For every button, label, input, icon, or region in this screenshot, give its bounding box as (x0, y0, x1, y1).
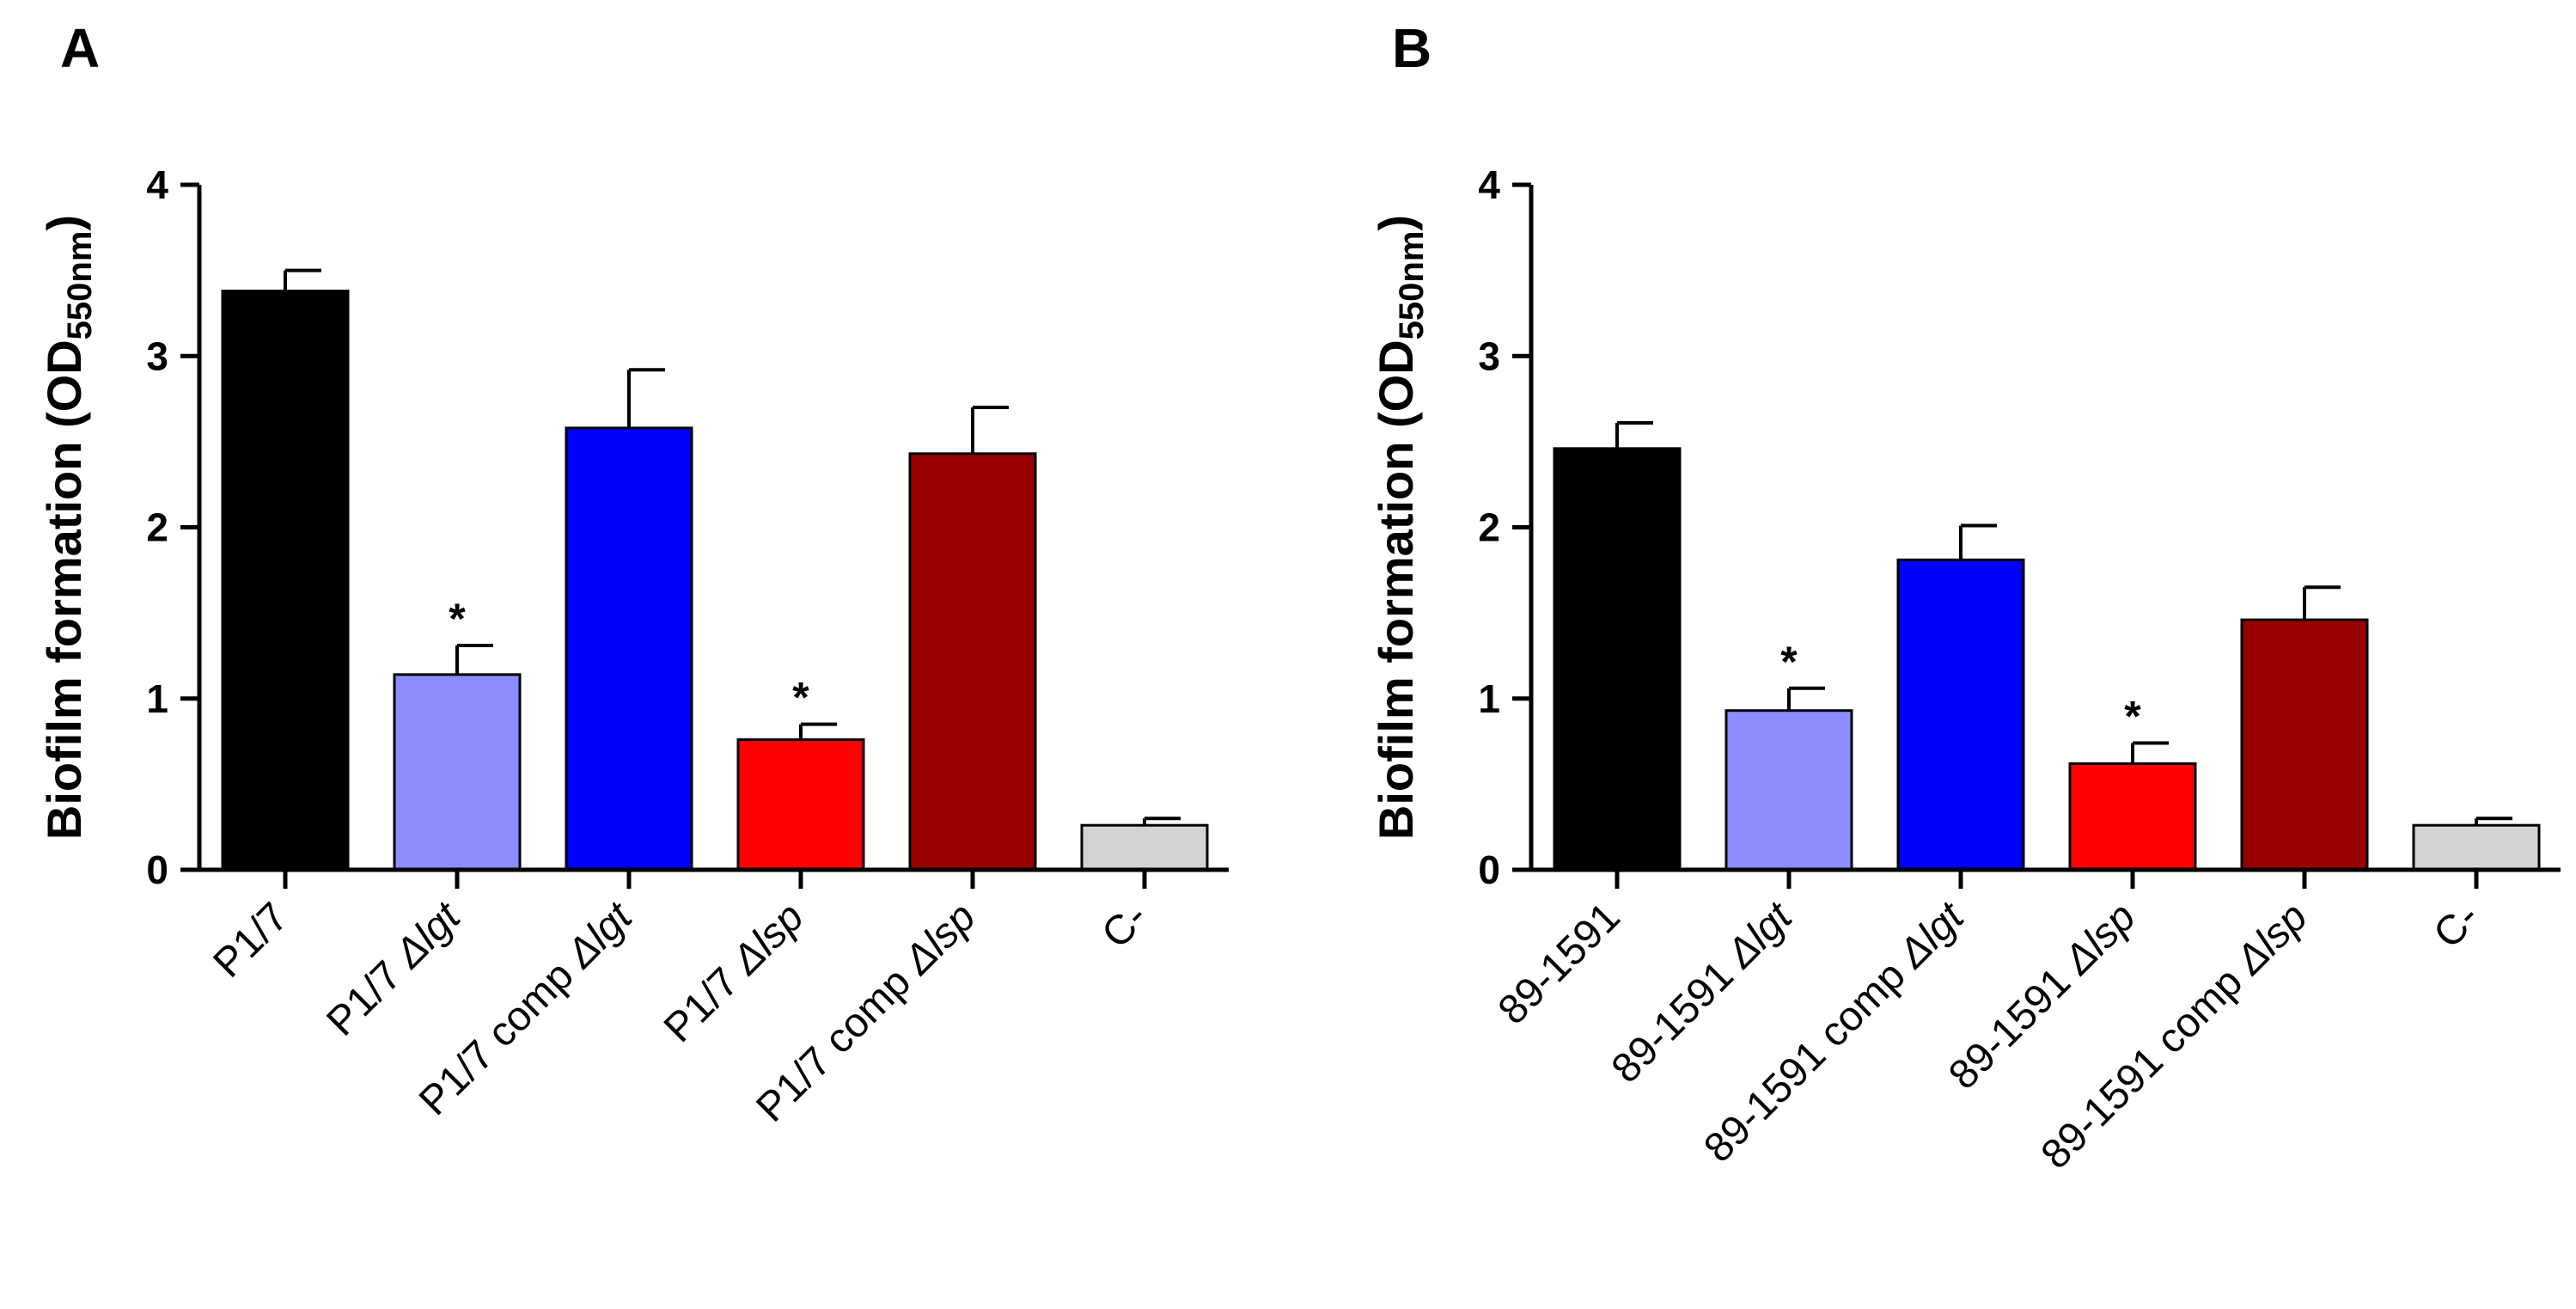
x-tick-label: P1/7 Δlgt (318, 893, 470, 1045)
y-axis-title-end: ) (1369, 215, 1423, 231)
panel-label: A (60, 17, 100, 79)
y-tick-label: 4 (146, 162, 168, 207)
y-tick-label: 1 (1478, 676, 1500, 721)
x-tick-label-part: P1/7 comp (748, 951, 927, 1130)
y-axis-title: Biofilm formation (OD550nm) (37, 215, 99, 840)
y-axis-title-main: Biofilm formation (OD (1369, 339, 1423, 840)
bar (393, 673, 522, 872)
bar (221, 290, 350, 872)
x-tick-label-part: C- (1093, 894, 1156, 957)
x-tick-label-part: P1/7 comp (411, 945, 590, 1124)
bar (908, 452, 1037, 872)
y-axis-title: Biofilm formation (OD550nm) (1369, 215, 1431, 840)
y-tick-label: 2 (146, 505, 168, 550)
significance-marker: * (792, 674, 809, 722)
bar (1896, 558, 2025, 872)
y-axis-title-main: Biofilm formation (OD (37, 339, 91, 840)
bar (565, 426, 693, 872)
x-tick-label-part: 89-1591 (1603, 945, 1750, 1092)
x-tick-label-part: P1/7 (204, 894, 296, 986)
x-tick-label-part: 89-1591 (1490, 894, 1629, 1033)
x-tick-label-part: 89-1591 (1940, 951, 2087, 1098)
x-tick-label: C- (2425, 894, 2487, 957)
y-tick-label: 0 (146, 847, 168, 892)
bar (736, 738, 865, 872)
significance-marker: * (449, 595, 466, 643)
y-tick-label: 1 (146, 676, 168, 721)
x-tick-label: 89-1591 (1490, 894, 1629, 1033)
x-tick-label-part: C- (2425, 894, 2487, 957)
x-tick-label: C- (1093, 894, 1156, 957)
y-axis-title-subscript: 550nm (61, 231, 99, 340)
significance-marker: * (1780, 638, 1798, 686)
y-tick-label: 4 (1478, 162, 1500, 207)
bar (2068, 762, 2197, 872)
bar (1080, 823, 1209, 872)
y-axis-title-end: ) (37, 215, 91, 231)
y-tick-label: 2 (1478, 505, 1500, 550)
y-axis-title-subscript: 550nm (1393, 231, 1431, 340)
panel-label: B (1392, 17, 1431, 79)
bar (2412, 823, 2541, 872)
bar (1553, 447, 1682, 872)
y-tick-label: 3 (146, 333, 168, 378)
x-tick-label: P1/7 Δlsp (656, 894, 813, 1051)
bar (1724, 709, 1853, 872)
bar (2240, 618, 2369, 872)
y-tick-label: 0 (1478, 847, 1500, 892)
x-tick-label: P1/7 (204, 894, 296, 986)
y-tick-label: 3 (1478, 333, 1500, 378)
significance-marker: * (2124, 693, 2141, 741)
